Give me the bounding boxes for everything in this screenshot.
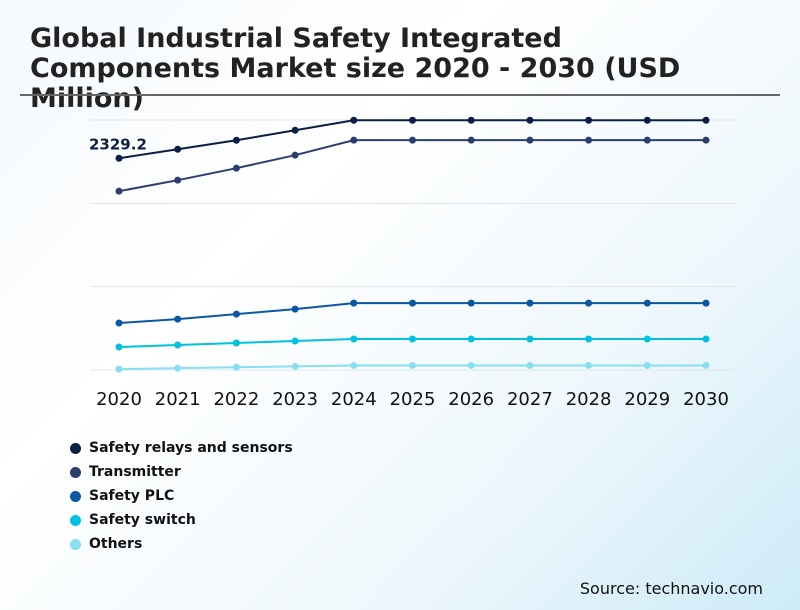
data-point	[115, 343, 123, 351]
data-point	[702, 116, 710, 124]
data-point	[115, 187, 123, 195]
data-point	[585, 116, 593, 124]
data-point	[409, 299, 416, 307]
x-tick-label: 2026	[448, 389, 494, 410]
data-point	[291, 337, 299, 345]
data-point	[643, 299, 651, 307]
x-tick-label: 2029	[624, 389, 670, 410]
data-point	[702, 136, 710, 144]
data-point	[585, 361, 593, 369]
legend-marker	[70, 490, 81, 502]
data-point	[350, 116, 358, 124]
data-point	[409, 116, 416, 124]
legend-marker	[70, 514, 81, 526]
data-point	[232, 136, 240, 144]
legend-item: Safety switch	[70, 508, 293, 532]
chart-title: Global Industrial Safety Integrated Comp…	[30, 23, 681, 114]
data-point	[526, 136, 534, 144]
legend-label: Safety switch	[89, 512, 196, 528]
x-tick-label: 2025	[390, 389, 436, 410]
x-tick-label: 2023	[272, 389, 318, 410]
legend-marker	[70, 466, 81, 478]
legend-item: Safety PLC	[70, 484, 293, 508]
legend-marker	[70, 538, 81, 550]
line-chart: 2020 2021 2022 2023 2024 2025 2026 2027 2028 2029…	[88, 116, 736, 410]
data-point	[526, 335, 534, 343]
data-point	[585, 335, 593, 343]
data-point	[350, 335, 358, 343]
x-tick-label: 2022	[213, 389, 259, 410]
legend-label: Safety PLC	[89, 488, 175, 504]
data-point	[643, 116, 651, 124]
x-tick-label: 2024	[331, 389, 377, 410]
data-point	[409, 136, 416, 144]
data-point	[585, 299, 593, 307]
data-point	[702, 335, 710, 343]
legend-item: Transmitter	[70, 460, 293, 484]
data-point	[409, 335, 416, 343]
source-note: Source: technavio.com	[579, 579, 763, 598]
data-point	[232, 363, 240, 371]
legend-item: Safety relays and sensors	[70, 436, 293, 460]
data-point	[467, 361, 475, 369]
legend-marker	[70, 442, 81, 454]
data-point	[291, 126, 299, 134]
data-point	[467, 116, 475, 124]
data-point	[526, 361, 534, 369]
x-tick-label: 2027	[507, 389, 553, 410]
data-point	[643, 361, 651, 369]
data-point	[115, 365, 123, 373]
legend-item: Others	[70, 532, 293, 556]
title-divider	[20, 94, 780, 96]
series-line	[118, 139, 706, 193]
x-tick-label: 2020	[96, 389, 142, 410]
x-tick-label: 2030	[683, 389, 729, 410]
data-point	[350, 136, 358, 144]
data-point	[643, 335, 651, 343]
data-point	[702, 361, 710, 369]
data-point	[409, 361, 416, 369]
data-point	[643, 136, 651, 144]
x-tick-label: 2028	[566, 389, 612, 410]
data-point	[232, 310, 240, 318]
data-point	[174, 176, 182, 184]
data-point	[174, 341, 182, 349]
data-point	[232, 164, 240, 172]
data-point	[526, 116, 534, 124]
legend-label: Safety relays and sensors	[89, 440, 293, 456]
data-point	[702, 299, 710, 307]
data-point	[232, 339, 240, 347]
data-point	[467, 299, 475, 307]
data-point	[350, 361, 358, 369]
legend-label: Transmitter	[89, 464, 181, 480]
data-point	[115, 154, 123, 162]
data-label: 2329.2	[89, 135, 147, 153]
data-point	[115, 319, 123, 327]
data-point	[291, 151, 299, 159]
x-tick-label: 2021	[155, 389, 201, 410]
data-point	[291, 362, 299, 370]
data-point	[585, 136, 593, 144]
data-point	[174, 315, 182, 323]
data-point	[174, 145, 182, 153]
legend-label: Others	[89, 536, 143, 552]
legend: Safety relays and sensors Transmitter Safe…	[70, 436, 293, 556]
data-point	[526, 299, 534, 307]
data-point	[291, 305, 299, 313]
data-point	[467, 335, 475, 343]
data-point	[350, 299, 358, 307]
data-point	[467, 136, 475, 144]
data-point	[174, 364, 182, 372]
